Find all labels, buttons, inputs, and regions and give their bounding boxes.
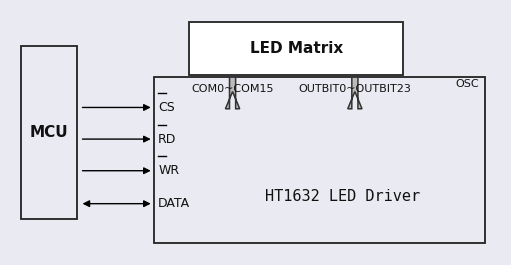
- Text: OSC: OSC: [455, 79, 479, 89]
- Text: COM0~COM15: COM0~COM15: [191, 84, 274, 94]
- Text: LED Matrix: LED Matrix: [250, 41, 343, 56]
- Bar: [189, 22, 403, 74]
- Text: OUTBIT0~OUTBIT23: OUTBIT0~OUTBIT23: [298, 84, 411, 94]
- Bar: [154, 77, 485, 243]
- Text: MCU: MCU: [30, 125, 68, 140]
- Text: WR: WR: [158, 164, 179, 177]
- Text: HT1632 LED Driver: HT1632 LED Driver: [265, 189, 420, 204]
- Polygon shape: [225, 77, 240, 109]
- Text: CS: CS: [158, 101, 175, 114]
- Bar: [21, 46, 77, 219]
- Polygon shape: [348, 77, 362, 109]
- Text: RD: RD: [158, 132, 176, 145]
- Text: DATA: DATA: [158, 197, 190, 210]
